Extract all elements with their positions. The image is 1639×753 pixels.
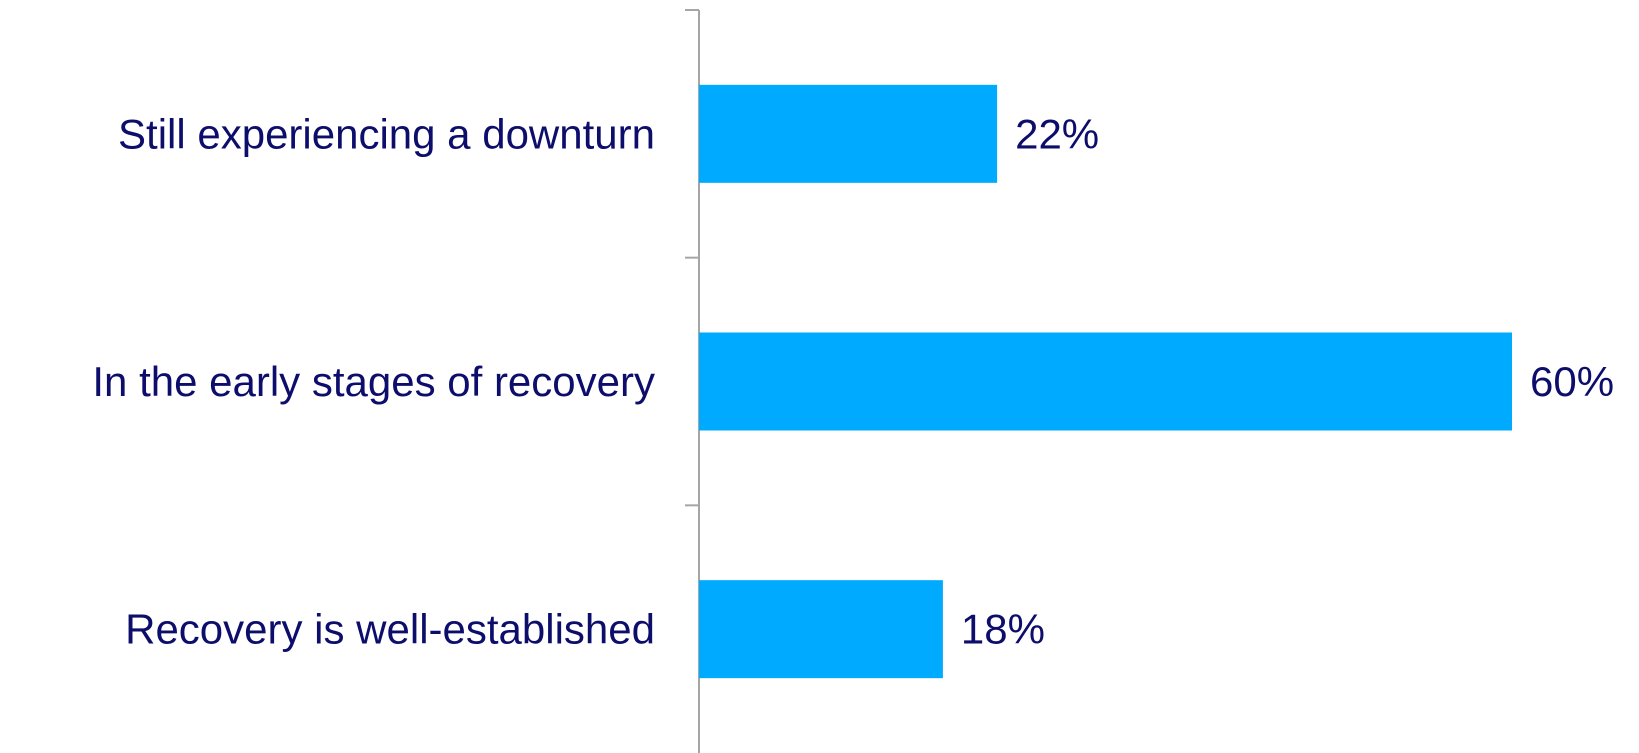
bar [699, 84, 998, 183]
value-label: 60% [1530, 358, 1614, 405]
value-label: 22% [1015, 110, 1099, 157]
bar [699, 332, 1512, 431]
value-label: 18% [961, 606, 1045, 653]
bar [699, 580, 943, 679]
category-label: Recovery is well-established [125, 606, 655, 653]
category-label: In the early stages of recovery [92, 358, 655, 405]
category-label: Still experiencing a downturn [118, 110, 655, 157]
